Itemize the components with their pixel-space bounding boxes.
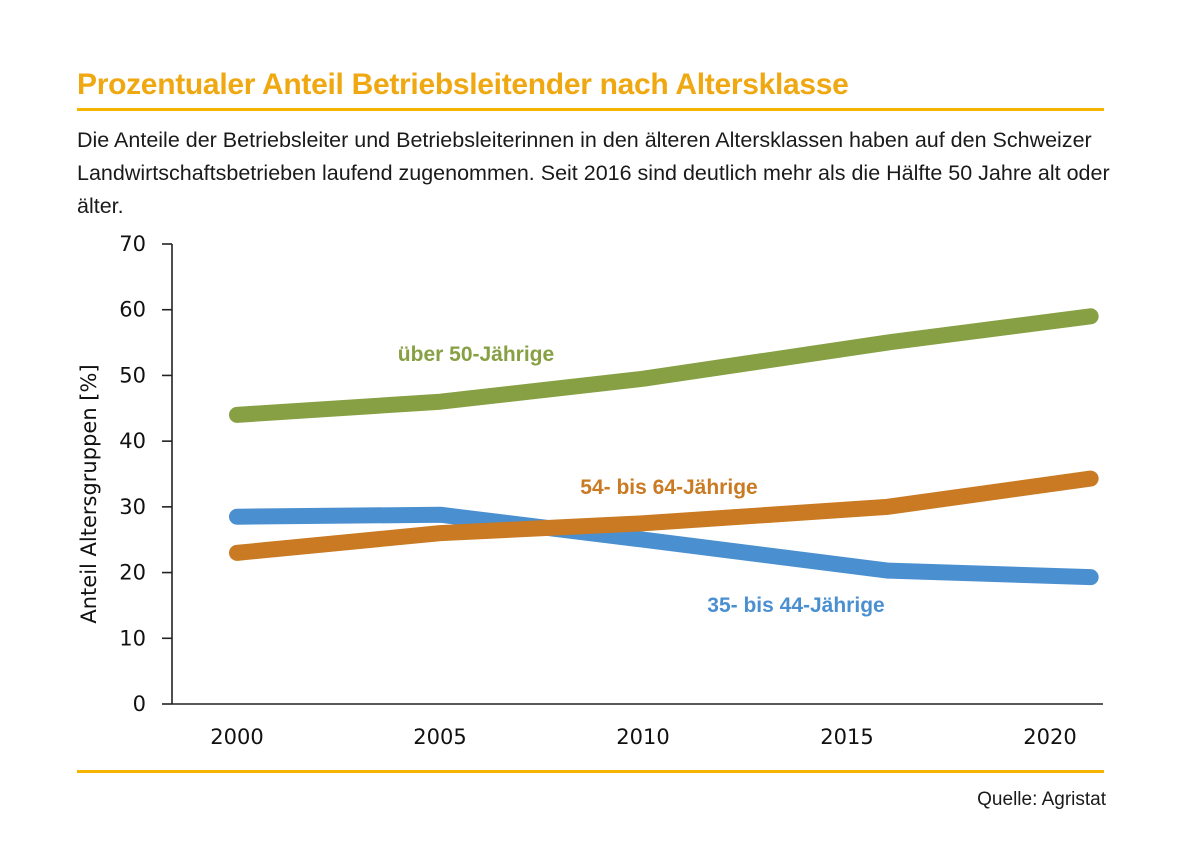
x-tick-label: 2020 [1023,725,1076,749]
source-note: Quelle: Agristat [977,789,1106,810]
y-axis-label: Anteil Altersgruppen [%] [77,364,101,623]
y-tick-label: 50 [119,363,146,387]
series-lines [229,308,1099,586]
series-label-1: 54- bis 64-Jährige [580,476,757,499]
y-tick-label: 60 [119,298,146,322]
x-axis-ticks: 2000 2005 2010 2015 2020 [210,725,1076,749]
title-rule [77,108,1104,111]
series-line-0 [229,308,1099,423]
footer-rule [77,770,1104,773]
series-labels: über 50-Jährige 54- bis 64-Jährige 35- bis… [398,343,885,617]
y-tick-label: 20 [119,561,146,585]
y-tick-label: 30 [119,495,146,519]
x-tick-label: 2010 [616,725,669,749]
chart-subtitle: Die Anteile der Betriebsleiter und Betri… [77,128,1110,218]
chart-axes [171,244,1103,705]
x-tick-label: 2005 [413,725,466,749]
series-label-0: über 50-Jährige [398,343,554,366]
series-label-2: 35- bis 44-Jährige [707,594,884,617]
y-tick-label: 70 [119,232,146,256]
y-tick-label: 10 [119,626,146,650]
y-tick-label: 0 [133,692,146,716]
y-axis-ticks: 0 10 20 30 40 50 60 70 [119,232,172,716]
chart-title: Prozentualer Anteil Betriebsleitender na… [77,68,849,101]
y-tick-label: 40 [119,429,146,453]
series-line-1 [229,470,1099,561]
x-tick-label: 2015 [820,725,873,749]
series-line-2 [229,506,1099,586]
x-tick-label: 2000 [210,725,263,749]
